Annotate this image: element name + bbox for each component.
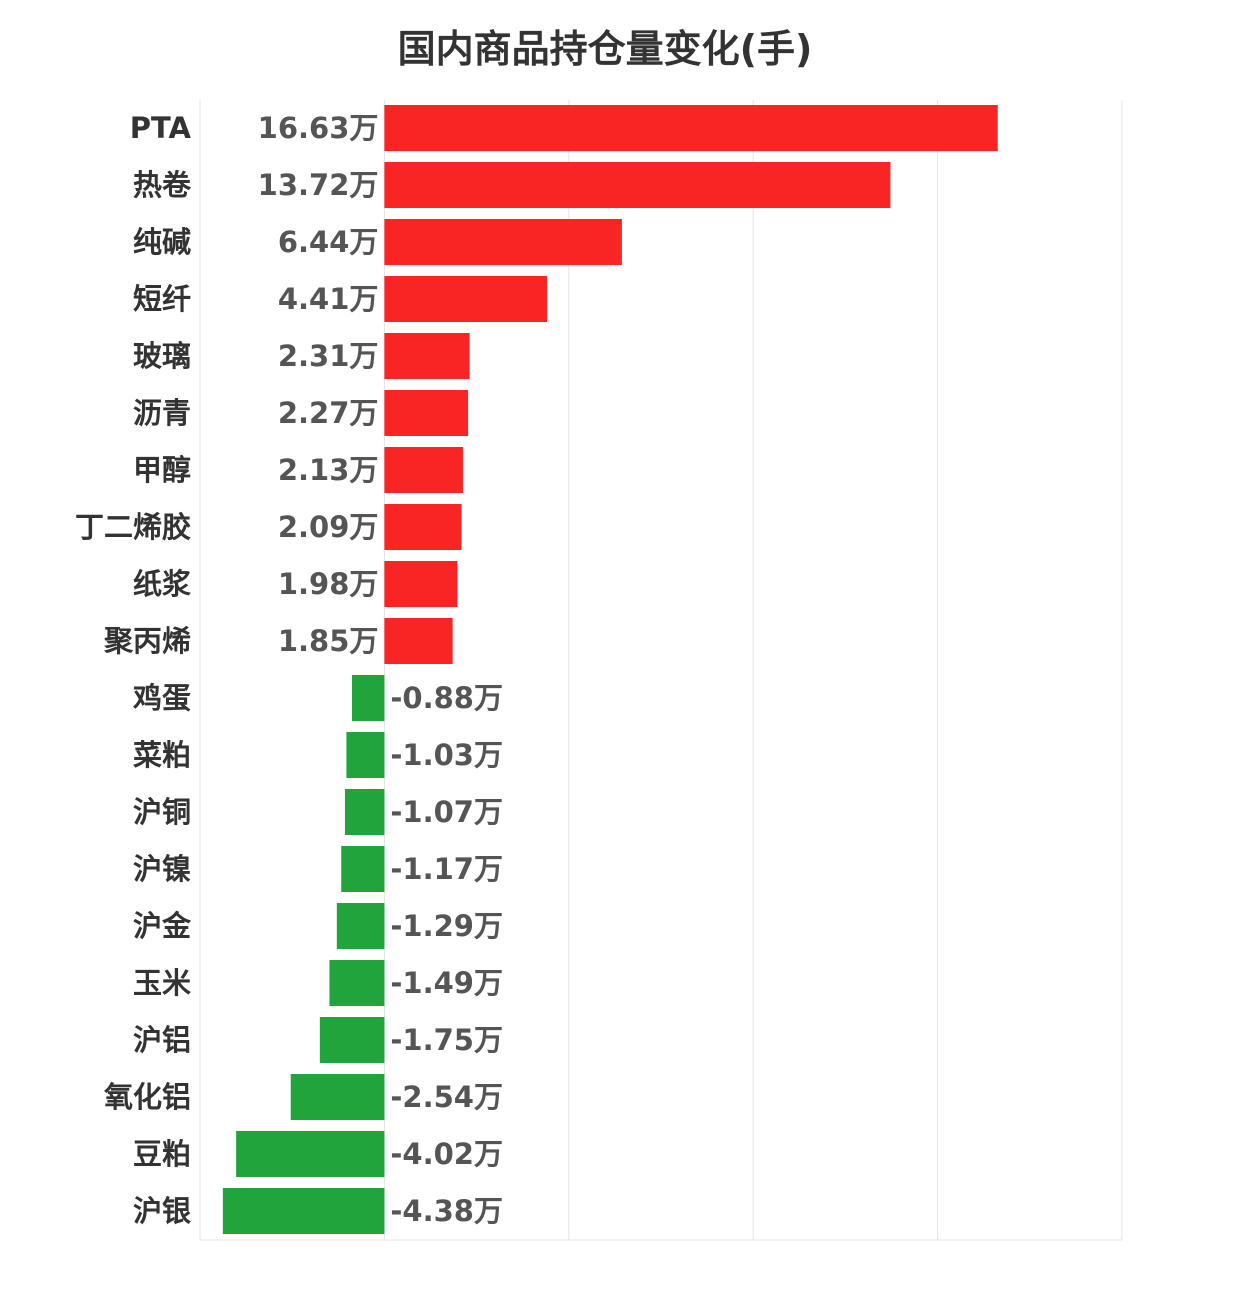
bars	[222, 105, 998, 1234]
value-label: -1.75万	[390, 1023, 503, 1057]
bar	[384, 276, 548, 322]
category-label: 纸浆	[133, 567, 192, 601]
chart-title: 国内商品持仓量变化(手)	[397, 27, 813, 71]
bar	[384, 333, 470, 379]
category-label: 沪铜	[133, 795, 191, 829]
category-label: 沪银	[133, 1194, 191, 1228]
bar	[341, 846, 385, 892]
category-label: 聚丙烯	[103, 624, 191, 658]
bar	[236, 1131, 385, 1177]
category-label: 玉米	[133, 966, 191, 1000]
bar	[384, 618, 453, 664]
bar	[351, 675, 385, 721]
category-label: 沪铝	[133, 1023, 191, 1057]
value-label: 1.98万	[278, 567, 379, 601]
value-label: -0.88万	[390, 681, 503, 715]
value-label: 16.63万	[258, 111, 379, 145]
bar	[329, 960, 385, 1006]
bar	[384, 561, 458, 607]
value-label: -4.38万	[390, 1194, 503, 1228]
grid	[199, 100, 1123, 1241]
bar	[384, 105, 998, 151]
bar	[384, 219, 622, 265]
value-label: 6.44万	[278, 225, 379, 259]
value-label: 2.13万	[278, 453, 379, 487]
value-label: 4.41万	[278, 282, 379, 316]
value-label: -1.49万	[390, 966, 503, 1000]
bar	[344, 789, 385, 835]
value-label: 13.72万	[258, 168, 379, 202]
category-label: 沪镍	[133, 852, 191, 886]
bar	[384, 447, 463, 493]
bar	[222, 1188, 385, 1234]
category-label: 短纤	[133, 282, 191, 316]
bar	[346, 732, 385, 778]
value-label: -1.07万	[390, 795, 503, 829]
bar	[290, 1074, 385, 1120]
category-label: PTA	[130, 111, 192, 145]
category-label: 氧化铝	[103, 1080, 191, 1114]
value-label: 1.85万	[278, 624, 379, 658]
bar	[384, 390, 469, 436]
bar	[384, 504, 462, 550]
category-label: 菜粕	[133, 738, 191, 772]
category-label: 甲醇	[133, 453, 191, 487]
bar	[319, 1017, 385, 1063]
value-label: -1.17万	[390, 852, 503, 886]
value-label: -1.29万	[390, 909, 503, 943]
value-label: -2.54万	[390, 1080, 503, 1114]
value-label: 2.27万	[278, 396, 379, 430]
value-label: 2.09万	[278, 510, 379, 544]
category-label: 纯碱	[133, 225, 191, 259]
category-label: 鸡蛋	[133, 681, 191, 715]
category-label: 沥青	[133, 396, 191, 430]
value-label: 2.31万	[278, 339, 379, 373]
category-label: 丁二烯胶	[75, 510, 191, 544]
bar	[336, 903, 385, 949]
category-label: 热卷	[133, 168, 192, 202]
bar	[384, 162, 891, 208]
category-label: 沪金	[133, 909, 192, 943]
category-label: 玻璃	[133, 339, 191, 373]
value-label: -4.02万	[390, 1137, 503, 1171]
category-label: 豆粕	[133, 1137, 191, 1171]
value-label: -1.03万	[390, 738, 503, 772]
